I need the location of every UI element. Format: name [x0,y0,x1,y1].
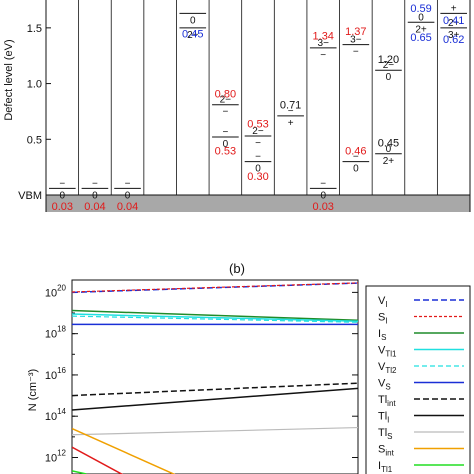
charge-state-upper: 0 [386,144,392,155]
legend: VISIISVTl1VTl2VSTlintTlITlSSintITl1ITl2 [365,285,471,474]
legend-entry-label: IS [378,328,386,342]
charge-state-lower: − [353,47,359,58]
level-value: 0.03 [313,201,334,213]
y-axis-label: Defect level (eV) [3,39,15,120]
charge-state-lower: 0 [190,15,196,26]
level-value: 1.37 [345,26,366,38]
legend-entry-label: ITl1 [378,460,393,474]
charge-state-upper: 2− [383,60,395,71]
charge-state-lower: 0 [125,190,131,201]
y-tick-label: 1.5 [27,23,42,35]
level-value: 0.45 [182,28,203,40]
charge-state-lower: − [255,138,261,149]
level-value: 0.65 [410,32,431,44]
legend-entry-label: TlS [378,427,393,441]
vbm-band [46,195,470,212]
charge-state-lower: 2+ [415,24,427,35]
series-line-i-tl1 [72,470,87,474]
level-value: 0.03 [52,201,73,213]
legend-entry-label: SI [378,312,388,326]
level-value: 0.59 [410,3,431,15]
y-tick-label: 1.0 [27,79,42,91]
charge-state-upper: 2− [220,95,232,106]
series-line-s-i [72,282,358,293]
legend-box [365,285,471,474]
series-line-v-tl1 [72,313,358,323]
charge-state-upper: − [59,178,65,189]
charge-state-lower: 0 [320,190,326,201]
charge-state-lower: 0 [60,190,66,201]
charge-state-upper: − [320,178,326,189]
series-line-s-int [72,427,176,474]
charge-state-lower: 0 [223,139,229,150]
level-value: 1.20 [378,54,399,66]
charge-state-lower: + [288,118,294,129]
charge-state-lower: 2+ [187,30,199,41]
level-value: 1.34 [313,31,334,43]
legend-entry-label: Tlint [378,394,396,408]
charge-state-upper: − [288,106,294,117]
charge-state-upper: − [125,178,131,189]
plot-frame [71,279,359,474]
legend-entry-label: VTl1 [378,345,397,359]
charge-state-lower: 0 [92,190,98,201]
level-value: 0.04 [117,201,138,213]
charge-state-lower: − [222,107,228,118]
legend-entry-label: Sint [378,444,395,458]
series-line-i-s [72,309,358,321]
legend-entry-label: VI [378,295,388,309]
level-value: 0.62 [443,34,464,46]
charge-state-lower: 0 [386,72,392,83]
panel-b-caption: (b) [229,261,245,276]
y-tick-label: 1016 [45,366,67,382]
y-axis-label: N (cm⁻³) [27,369,39,411]
charge-state-upper: 2− [252,126,264,137]
concentration-chart: 1020 1018 1016 1014 1012 N (cm⁻³) VI SI IS VTl1 VT… [27,279,471,474]
legend-entry-label: TlI [378,411,389,425]
charge-state-lower: 0 [353,164,359,175]
legend-entry-label: VS [378,378,391,392]
level-value: 0.53 [215,145,236,157]
y-tick-label: 1014 [45,407,67,423]
charge-state-upper: 0 [418,12,424,23]
charge-state-upper: 3− [350,35,362,46]
y-tick-label: 1018 [45,325,67,341]
level-value: 0.41 [443,15,464,27]
charge-state-upper: 2+ [448,18,460,29]
charge-state-upper: + [451,3,457,14]
series-line-tl-i [72,387,358,411]
charge-state-lower: 3+ [448,30,460,41]
level-value: 0.30 [247,171,268,183]
level-value: 0.71 [280,100,301,112]
series-line-tl-int [72,382,358,397]
charge-state-lower: 2+ [383,156,395,167]
charge-state-lower: 0 [255,164,261,175]
level-value: 0.45 [378,138,399,150]
series-line-tl-s [72,426,358,436]
y-tick-label: 1020 [45,283,67,299]
charge-state-upper: − [255,152,261,163]
charge-state-upper: − [353,152,359,163]
charge-state-upper: − [222,127,228,138]
vbm-label: VBM [18,190,42,202]
charge-state-upper: 3− [318,38,330,49]
charge-state-upper: − [92,178,98,189]
level-value: 0.46 [345,145,366,157]
y-tick-label: 1012 [45,448,67,464]
series-line-i-tl2 [72,446,124,474]
legend-entry-label: VTl2 [378,361,397,375]
level-value: 0.53 [247,119,268,131]
charge-state-lower: − [320,50,326,61]
level-value: 0.80 [215,89,236,101]
y-tick-label: 0.5 [27,134,42,146]
series-lines [72,282,358,474]
level-value: 0.04 [84,201,105,213]
